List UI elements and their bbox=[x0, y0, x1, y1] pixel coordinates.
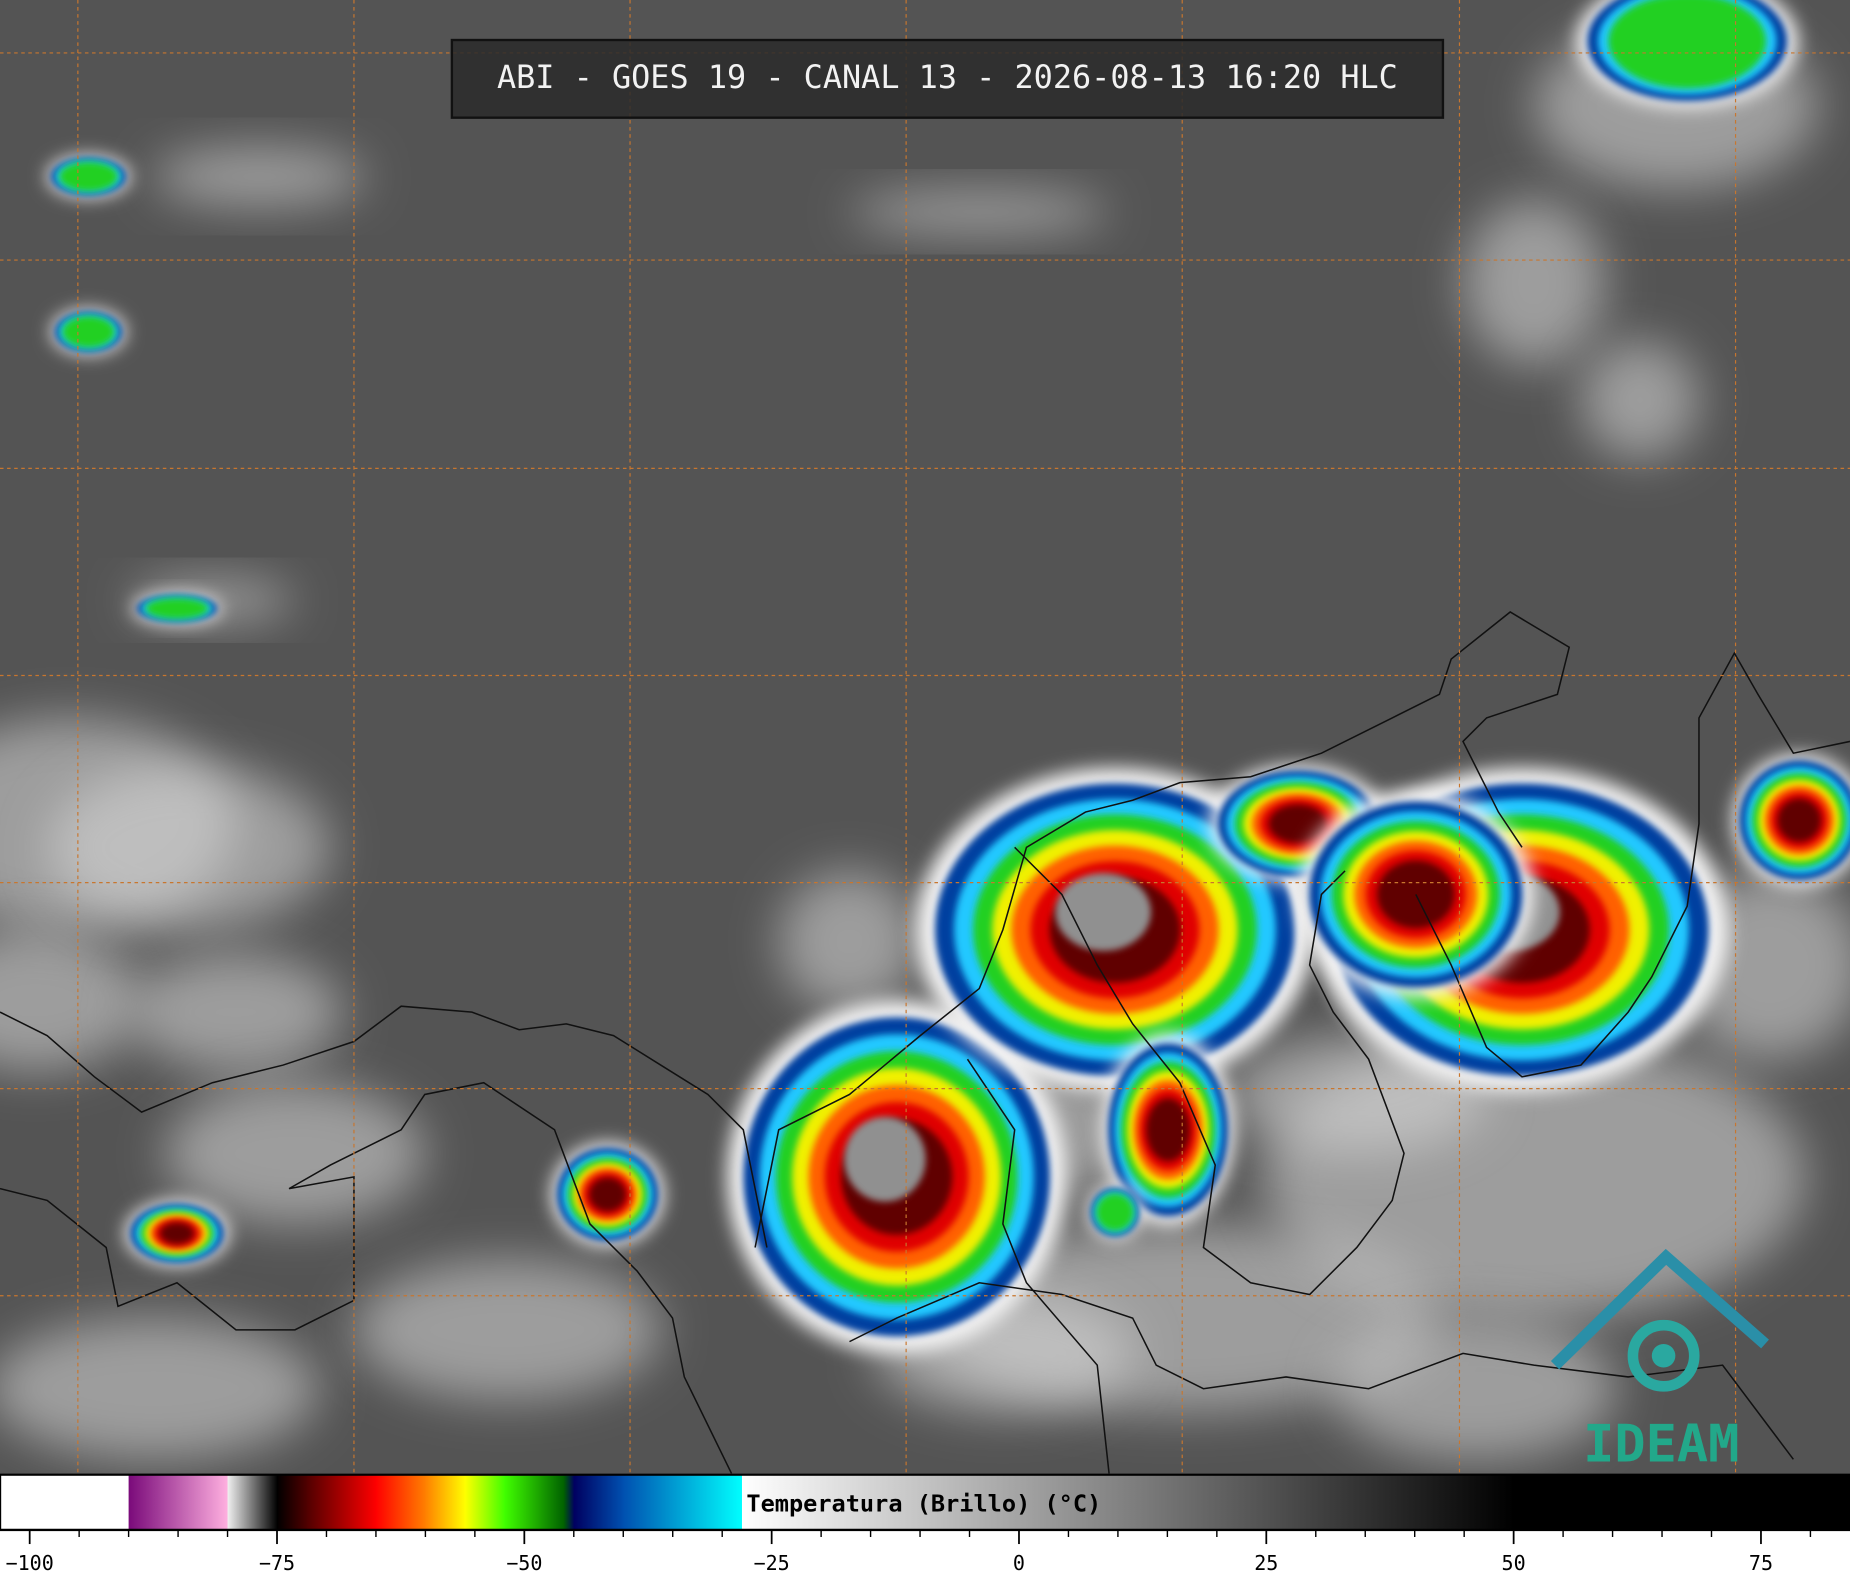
cloud bbox=[1463, 200, 1605, 365]
tick-label: −50 bbox=[506, 1551, 542, 1575]
logo-roof bbox=[1550, 1248, 1769, 1370]
colorbar-segment bbox=[563, 1474, 575, 1530]
storm-core bbox=[1055, 873, 1151, 951]
colorbar-segment bbox=[425, 1474, 466, 1530]
colorbar-segment bbox=[375, 1474, 426, 1530]
colorbar-segment bbox=[0, 1474, 130, 1530]
colorbar: −100 −75 −50 −25 0 25 50 75 bbox=[0, 1474, 1850, 1575]
tick-label: 75 bbox=[1749, 1551, 1773, 1575]
colorbar-segment bbox=[573, 1474, 624, 1530]
storm-cloud bbox=[1146, 1098, 1190, 1162]
cloud bbox=[1333, 1318, 1617, 1460]
storm-cloud bbox=[160, 1222, 194, 1244]
colorbar-segment bbox=[227, 1474, 278, 1530]
colorbar-segment bbox=[741, 1474, 1515, 1530]
lat-lon-grid bbox=[0, 0, 1850, 1474]
colorbar-segment bbox=[277, 1474, 308, 1530]
tick-label: −100 bbox=[6, 1551, 54, 1575]
cloud bbox=[47, 764, 331, 930]
tick-label: −75 bbox=[259, 1551, 295, 1575]
storm-cloud bbox=[145, 597, 209, 619]
tick-label: 50 bbox=[1502, 1551, 1526, 1575]
colorbar-segment bbox=[306, 1474, 377, 1530]
colorbar-segment bbox=[128, 1474, 229, 1530]
colorbar-segment bbox=[464, 1474, 506, 1530]
cloud bbox=[0, 1318, 319, 1460]
storms bbox=[47, 0, 1850, 1354]
tick-label: −25 bbox=[754, 1551, 790, 1575]
logo: IDEAM bbox=[1550, 1248, 1769, 1475]
cloud bbox=[778, 870, 921, 1013]
colorbar-label: Temperatura (Brillo) (°C) bbox=[746, 1490, 1101, 1518]
storm-cloud bbox=[589, 1177, 627, 1212]
cloud bbox=[129, 953, 343, 1071]
cloud bbox=[0, 929, 142, 1071]
storm-core bbox=[844, 1116, 926, 1202]
title-background bbox=[450, 38, 1445, 119]
logo-swirl bbox=[1627, 1319, 1700, 1392]
cloud bbox=[153, 147, 366, 206]
storm-cloud bbox=[59, 161, 118, 192]
cloud bbox=[1580, 341, 1699, 459]
colorbar-segment bbox=[623, 1474, 743, 1530]
colorbar-frame bbox=[0, 1473, 1850, 1532]
storm-cloud bbox=[1096, 1193, 1134, 1232]
coastlines bbox=[0, 611, 1850, 1474]
logo-eye bbox=[1651, 1343, 1676, 1368]
storm-cloud bbox=[1777, 798, 1822, 842]
logo-text: IDEAM bbox=[1583, 1415, 1739, 1475]
colorbar-segment bbox=[1513, 1474, 1850, 1530]
storm-cloud bbox=[62, 316, 115, 348]
tick-label: 25 bbox=[1254, 1551, 1278, 1575]
colorbar-segment bbox=[504, 1474, 565, 1530]
cloud bbox=[165, 1082, 425, 1224]
storm-cloud bbox=[1268, 804, 1327, 844]
title-box: ABI - GOES 19 - CANAL 13 - 2026-08-13 16… bbox=[450, 38, 1445, 119]
cloud bbox=[849, 190, 1110, 234]
tick-label: 0 bbox=[1013, 1551, 1025, 1575]
storm-cloud bbox=[1608, 0, 1766, 89]
cloud bbox=[353, 1259, 661, 1401]
title: ABI - GOES 19 - CANAL 13 - 2026-08-13 16… bbox=[497, 58, 1398, 96]
